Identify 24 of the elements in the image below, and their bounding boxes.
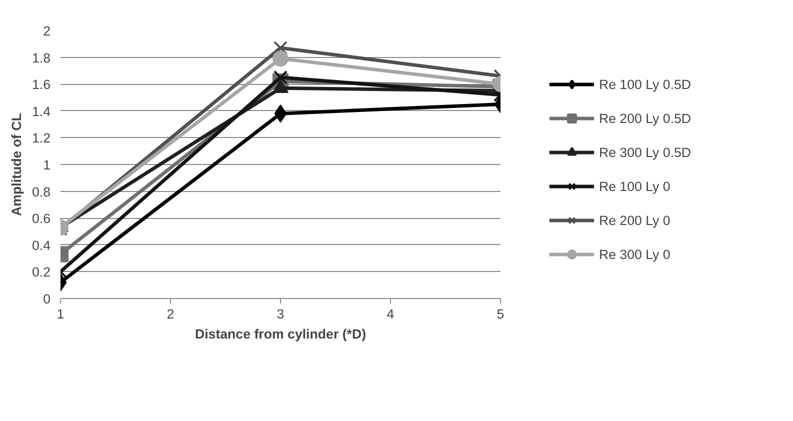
y-tick-label: 0.4 <box>32 238 52 253</box>
y-tick-label: 2 <box>43 24 51 38</box>
y-tick-label: 1 <box>43 158 51 172</box>
y-tick-label: 0 <box>43 292 51 306</box>
x-tick-label: 1 <box>56 306 64 322</box>
y-tick-label: 0.6 <box>32 211 51 226</box>
y-tick-label: 1.8 <box>32 50 51 66</box>
x-tick-label: 3 <box>276 306 284 322</box>
legend-label: Re 100 Ly 0.5D <box>598 76 692 92</box>
legend-label: Re 300 Ly 0.5D <box>598 144 692 160</box>
y-tick-label: 1.6 <box>32 77 51 92</box>
x-tick-label: 4 <box>386 306 395 322</box>
legend-label: Re 200 Ly 0 <box>598 212 670 228</box>
legend-label: Re 200 Ly 0.5D <box>598 110 692 126</box>
x-tick-label: 5 <box>496 306 504 322</box>
y-tick-label: 1.4 <box>32 104 52 119</box>
y-axis-title: Amplitude of CL <box>8 113 24 216</box>
x-axis-title: Distance from cylinder (*D) <box>194 326 366 342</box>
y-tick-label: 0.8 <box>32 184 51 200</box>
legend-label: Re 100 Ly 0 <box>598 178 670 194</box>
y-tick-label: 0.2 <box>32 264 51 280</box>
x-tick-label: 2 <box>166 306 174 322</box>
legend-label: Re 300 Ly 0 <box>598 246 670 262</box>
y-tick-label: 1.2 <box>32 130 51 146</box>
